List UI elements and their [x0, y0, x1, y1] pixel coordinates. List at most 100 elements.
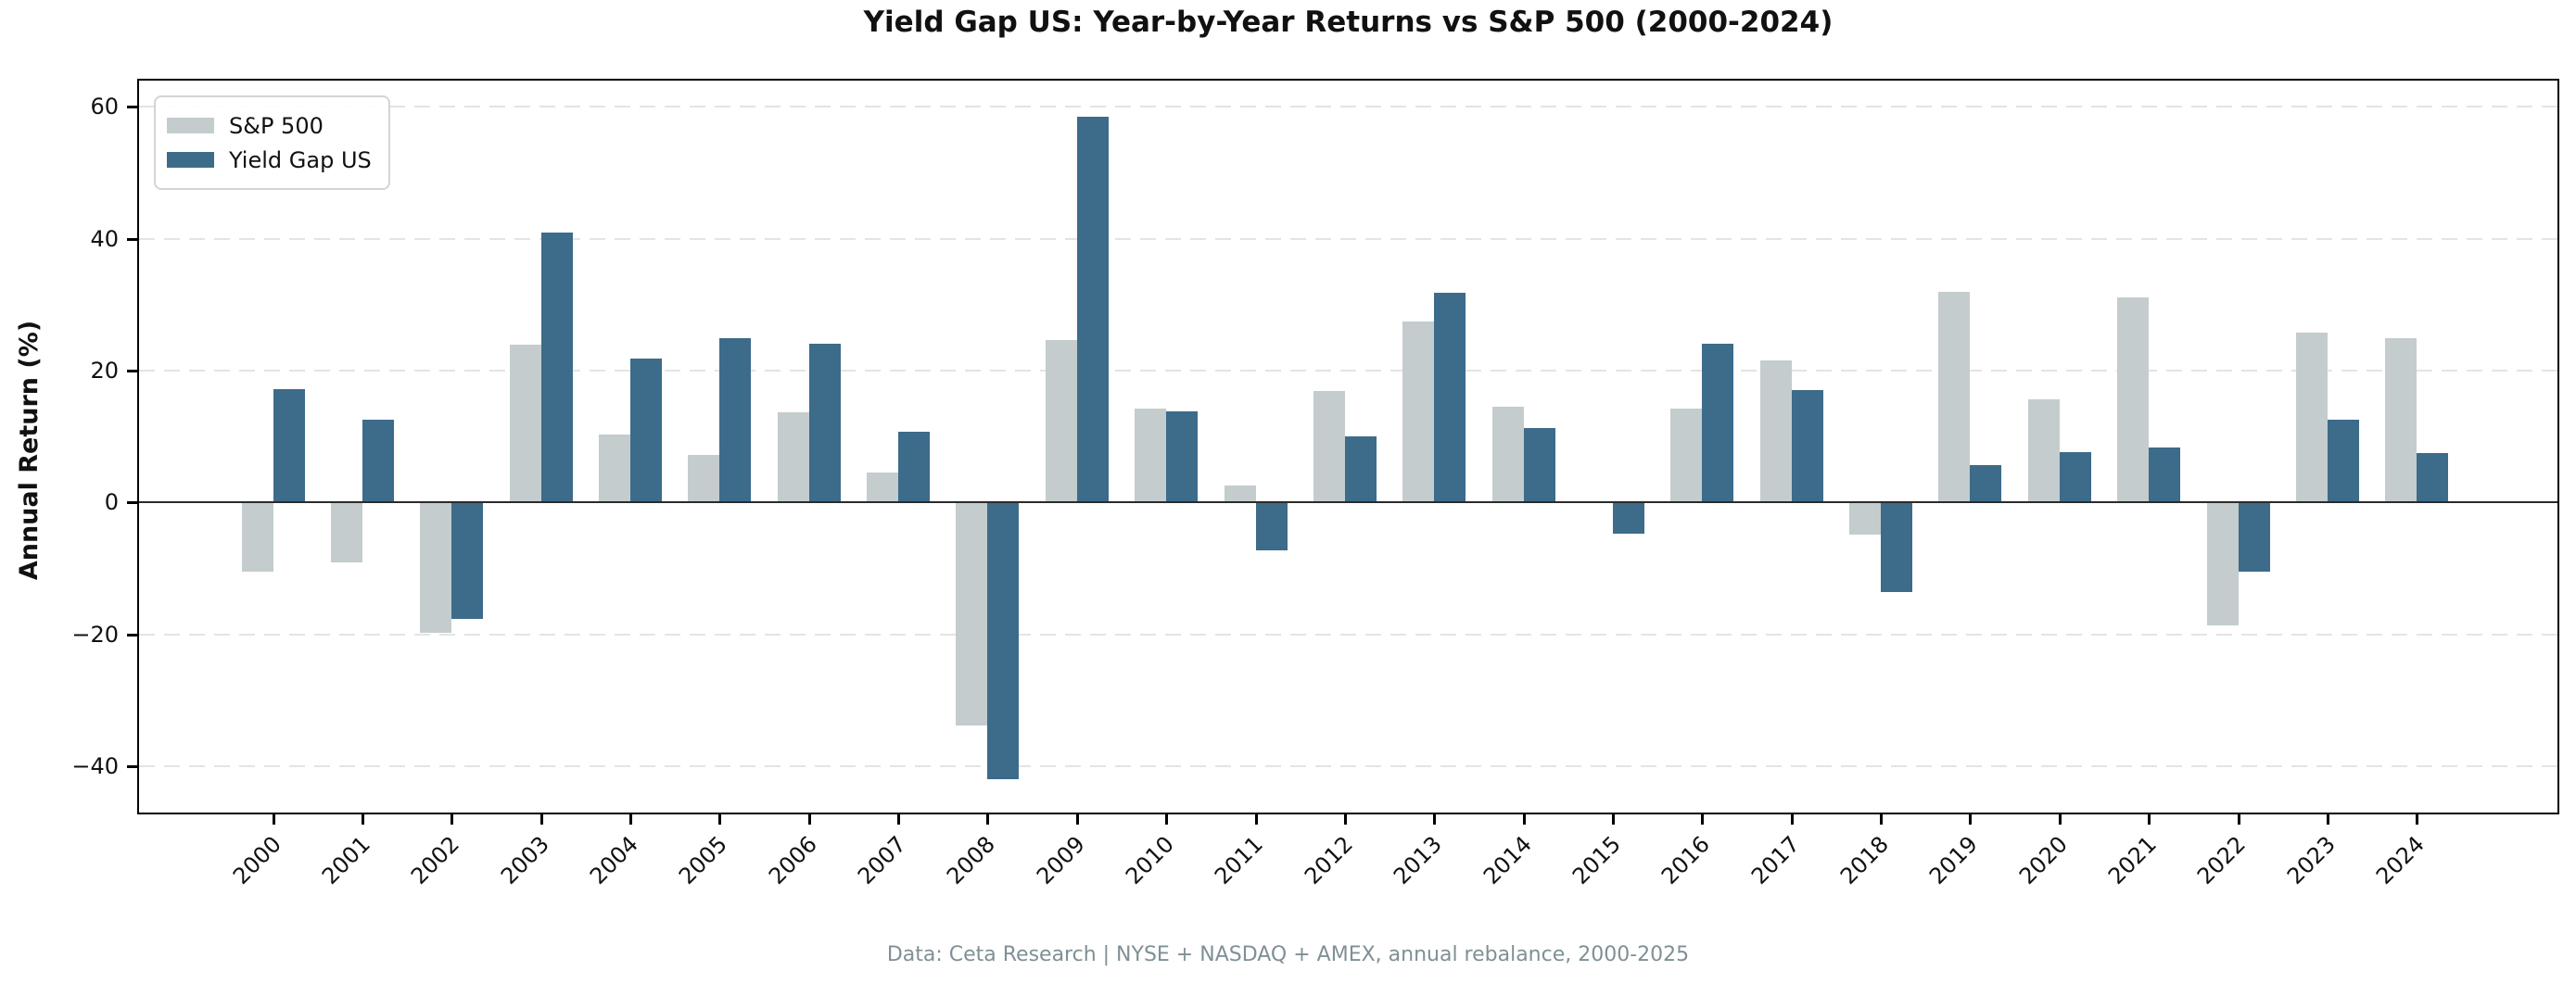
x-tick-label-2017: 2017	[1745, 831, 1805, 889]
y-tick-label-0: 0	[104, 489, 119, 516]
x-tick-label-2018: 2018	[1834, 831, 1894, 889]
y-tick-label-−40: −40	[71, 753, 119, 780]
x-tick-2012	[1343, 813, 1347, 825]
x-tick-2010	[1165, 813, 1169, 825]
bar-yield-gap-2001	[362, 419, 394, 503]
bar-yield-gap-2023	[2327, 419, 2359, 503]
bar-sp500-2001	[330, 502, 362, 563]
bar-yield-gap-2013	[1434, 293, 1466, 503]
x-tick-2008	[986, 813, 990, 825]
x-tick-2022	[2237, 813, 2240, 825]
bar-sp500-2019	[1938, 291, 1971, 503]
x-tick-label-2024: 2024	[2371, 831, 2430, 889]
x-tick-label-2003: 2003	[495, 831, 554, 889]
x-tick-2005	[718, 813, 722, 825]
x-tick-2013	[1433, 813, 1437, 825]
bar-yield-gap-2020	[2059, 451, 2091, 503]
x-tick-label-2023: 2023	[2281, 831, 2341, 889]
bar-yield-gap-2004	[630, 358, 663, 503]
gridline-40	[139, 237, 2557, 240]
bar-yield-gap-2015	[1613, 502, 1644, 534]
gridline-−20	[139, 633, 2557, 636]
x-tick-2007	[897, 813, 901, 825]
bar-sp500-2013	[1402, 321, 1435, 503]
gridline-60	[139, 106, 2557, 108]
x-tick-2014	[1522, 813, 1526, 825]
x-tick-label-2007: 2007	[852, 831, 911, 889]
bar-yield-gap-2012	[1344, 435, 1377, 503]
x-tick-2003	[539, 813, 543, 825]
bar-sp500-2016	[1670, 408, 1703, 503]
bar-yield-gap-2008	[987, 502, 1020, 780]
bar-sp500-2005	[688, 454, 720, 503]
legend: S&P 500 Yield Gap US	[154, 95, 390, 190]
x-tick-label-2016: 2016	[1656, 831, 1716, 889]
legend-item-yield-gap: Yield Gap US	[167, 143, 372, 177]
y-tick-−40	[127, 765, 139, 769]
bar-sp500-2012	[1313, 390, 1345, 503]
y-axis-label: Annual Return (%)	[15, 320, 44, 581]
bar-yield-gap-2017	[1791, 389, 1823, 503]
bar-sp500-2008	[956, 502, 988, 726]
x-tick-2023	[2326, 813, 2329, 825]
x-tick-label-2005: 2005	[674, 831, 733, 889]
x-tick-label-2004: 2004	[584, 831, 643, 889]
bar-yield-gap-2024	[2417, 453, 2449, 503]
x-tick-2001	[361, 813, 364, 825]
bar-yield-gap-2019	[1970, 464, 2002, 503]
y-tick-−20	[127, 633, 139, 637]
bar-sp500-2024	[2385, 337, 2417, 503]
legend-swatch-yield-gap	[167, 152, 214, 168]
bar-yield-gap-2022	[2238, 502, 2270, 572]
bar-yield-gap-2021	[2149, 447, 2181, 503]
bar-sp500-2018	[1849, 502, 1882, 535]
bar-yield-gap-2016	[1702, 343, 1734, 503]
x-tick-2021	[2148, 813, 2151, 825]
y-tick-20	[127, 370, 139, 373]
legend-item-sp500: S&P 500	[167, 108, 372, 143]
x-tick-2000	[272, 813, 275, 825]
x-tick-label-2014: 2014	[1478, 831, 1537, 889]
x-tick-label-2009: 2009	[1031, 831, 1090, 889]
x-tick-2002	[450, 813, 454, 825]
bar-yield-gap-2014	[1523, 428, 1555, 503]
bar-yield-gap-2005	[719, 337, 752, 503]
legend-label-sp500: S&P 500	[229, 112, 324, 139]
x-tick-label-2015: 2015	[1567, 831, 1626, 889]
y-tick-label-20: 20	[90, 358, 119, 385]
x-tick-label-2001: 2001	[316, 831, 375, 889]
bar-yield-gap-2002	[451, 502, 484, 619]
bar-yield-gap-2018	[1881, 502, 1913, 593]
bar-sp500-2021	[2117, 297, 2150, 503]
y-tick-60	[127, 106, 139, 109]
x-tick-label-2000: 2000	[227, 831, 286, 889]
bar-sp500-2017	[1759, 359, 1792, 503]
bar-sp500-2022	[2206, 502, 2239, 625]
bar-sp500-2020	[2027, 399, 2060, 503]
plot-area	[139, 81, 2557, 813]
x-tick-label-2008: 2008	[942, 831, 1001, 889]
x-tick-2019	[1969, 813, 1973, 825]
x-tick-label-2011: 2011	[1210, 831, 1269, 889]
bar-sp500-2011	[1224, 485, 1256, 503]
y-tick-label-−20: −20	[71, 621, 119, 648]
x-tick-label-2010: 2010	[1120, 831, 1179, 889]
bar-sp500-2002	[420, 502, 452, 633]
x-tick-label-2021: 2021	[2102, 831, 2162, 889]
y-tick-label-60: 60	[90, 94, 119, 120]
bar-yield-gap-2011	[1255, 502, 1288, 551]
bar-sp500-2000	[241, 502, 273, 572]
x-tick-2020	[2058, 813, 2062, 825]
bar-sp500-2014	[1491, 407, 1524, 503]
gridline-20	[139, 370, 2557, 372]
footer-caption: Data: Ceta Research | NYSE + NASDAQ + AM…	[886, 943, 1690, 966]
bar-sp500-2004	[599, 435, 631, 503]
bar-sp500-2009	[1045, 339, 1077, 503]
bar-sp500-2006	[777, 411, 809, 503]
x-tick-label-2012: 2012	[1299, 831, 1358, 889]
bar-sp500-2023	[2295, 332, 2328, 503]
bar-yield-gap-2010	[1166, 410, 1199, 503]
bar-yield-gap-2006	[808, 343, 841, 503]
gridline-−40	[139, 765, 2557, 768]
